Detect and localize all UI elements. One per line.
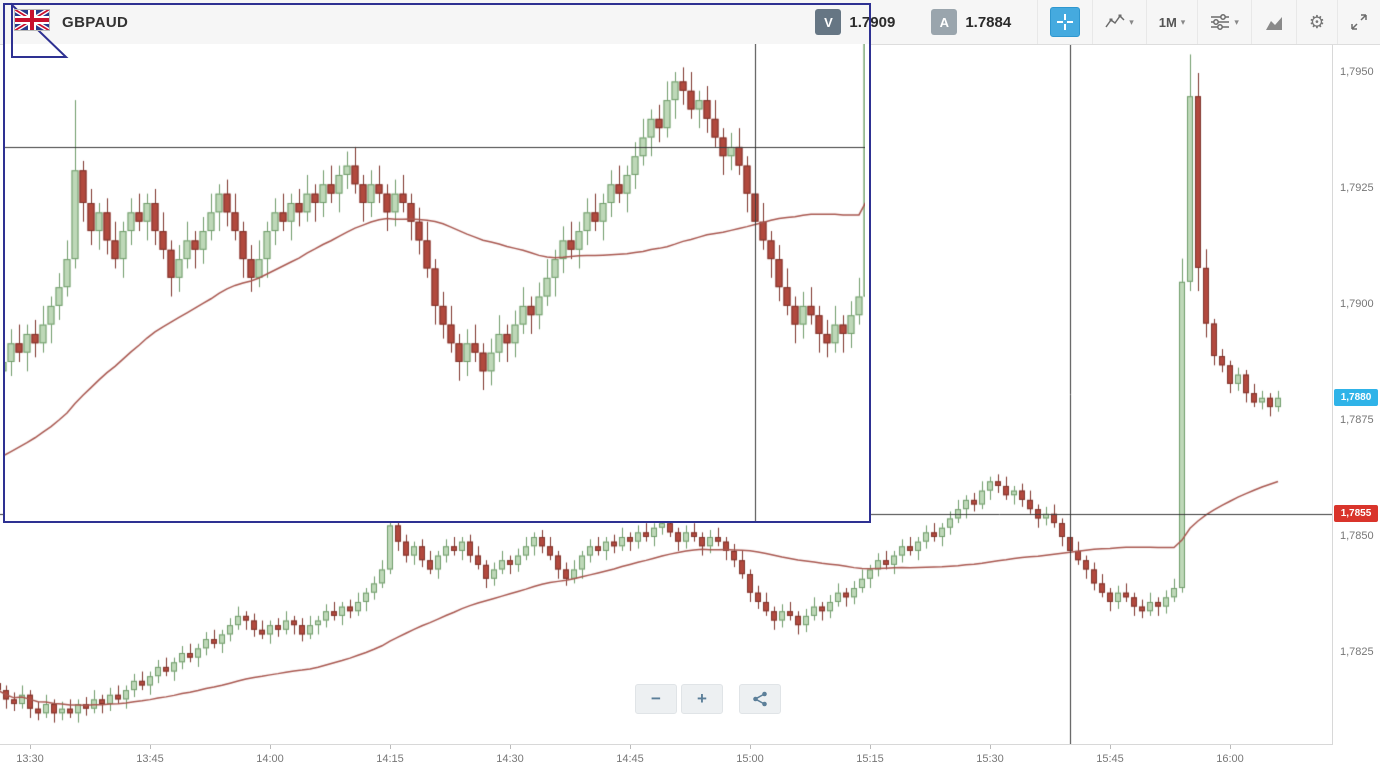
time-axis-tick xyxy=(1110,745,1111,749)
time-axis-label: 14:45 xyxy=(616,753,644,765)
time-axis-label: 14:15 xyxy=(376,753,404,765)
share-button[interactable] xyxy=(739,684,781,714)
toolbar: GBPAUD V 1.7909 A 1.7884 ▾ 1M ▾ xyxy=(0,0,1380,45)
magnifier-inset[interactable] xyxy=(3,3,871,523)
price-axis-label: 1,7950 xyxy=(1340,66,1374,78)
chevron-down-icon: ▾ xyxy=(1129,16,1134,27)
share-icon xyxy=(751,690,769,708)
sell-badge[interactable]: V xyxy=(815,9,842,35)
time-axis-label: 15:00 xyxy=(736,753,764,765)
timeframe-button[interactable]: 1M ▾ xyxy=(1145,0,1198,44)
zoom-out-button[interactable]: − xyxy=(635,684,677,714)
chart-style-button[interactable] xyxy=(1250,0,1296,44)
time-axis-label: 13:30 xyxy=(16,753,44,765)
time-axis-label: 15:15 xyxy=(856,753,884,765)
symbol-group: GBPAUD xyxy=(0,14,128,31)
price-axis-label: 1,7850 xyxy=(1340,530,1374,542)
time-axis-tick xyxy=(270,745,271,749)
time-axis-tick xyxy=(390,745,391,749)
expand-arrows-icon xyxy=(1350,13,1368,31)
price-axis-label: 1,7825 xyxy=(1340,646,1374,658)
time-axis-tick xyxy=(1230,745,1231,749)
time-axis-tick xyxy=(510,745,511,749)
crosshair-price-badge: 1,7855 xyxy=(1334,504,1378,522)
time-axis-label: 14:30 xyxy=(496,753,524,765)
gbp-flag-icon xyxy=(12,7,52,33)
time-axis[interactable]: 13:30 13:45 14:00 14:15 14:30 14:45 15:00 15:15… xyxy=(0,744,1333,779)
chevron-down-icon: ▾ xyxy=(1234,16,1239,27)
time-axis-tick xyxy=(630,745,631,749)
time-axis-label: 13:45 xyxy=(136,753,164,765)
price-axis-label: 1,7900 xyxy=(1340,298,1374,310)
crosshair-icon xyxy=(1056,13,1074,31)
time-axis-label: 14:00 xyxy=(256,753,284,765)
magnifier-content xyxy=(5,44,869,521)
time-axis-label: 15:45 xyxy=(1096,753,1124,765)
time-axis-label: 15:30 xyxy=(976,753,1004,765)
indicators-sliders-icon xyxy=(1210,13,1230,31)
timeframe-label: 1M xyxy=(1158,14,1177,30)
time-axis-tick xyxy=(150,745,151,749)
time-axis-tick xyxy=(990,745,991,749)
price-axis[interactable]: 1,7950 1,7925 1,7900 1,7875 1,7850 1,7825 1,78… xyxy=(1332,44,1380,745)
price-axis-label: 1,7925 xyxy=(1340,182,1374,194)
zoom-in-button[interactable]: + xyxy=(681,684,723,714)
sell-price: 1.7909 xyxy=(849,13,896,31)
buy-price: 1.7884 xyxy=(965,13,1012,31)
time-axis-tick xyxy=(30,745,31,749)
crosshair-tool-cell xyxy=(1037,0,1092,44)
inset-chart-canvas[interactable] xyxy=(5,44,865,521)
indicators-button[interactable]: ▾ xyxy=(1197,0,1251,44)
line-chart-icon xyxy=(1105,14,1125,30)
buy-badge[interactable]: A xyxy=(931,9,958,35)
gear-icon: ⚙ xyxy=(1308,12,1325,32)
price-axis-label: 1,7875 xyxy=(1340,414,1374,426)
crosshair-tool-button[interactable] xyxy=(1050,7,1081,37)
time-axis-tick xyxy=(870,745,871,749)
time-axis-label: 16:00 xyxy=(1216,753,1244,765)
area-chart-icon xyxy=(1264,14,1284,31)
time-axis-tick xyxy=(750,745,751,749)
chart-type-button[interactable]: ▾ xyxy=(1092,0,1146,44)
zoom-controls: − + xyxy=(635,684,785,714)
settings-button[interactable]: ⚙ xyxy=(1295,0,1337,44)
chevron-down-icon: ▾ xyxy=(1180,16,1186,27)
last-price-badge: 1,7880 xyxy=(1334,388,1378,406)
symbol-title: GBPAUD xyxy=(62,13,129,31)
fullscreen-button[interactable] xyxy=(1337,0,1380,44)
